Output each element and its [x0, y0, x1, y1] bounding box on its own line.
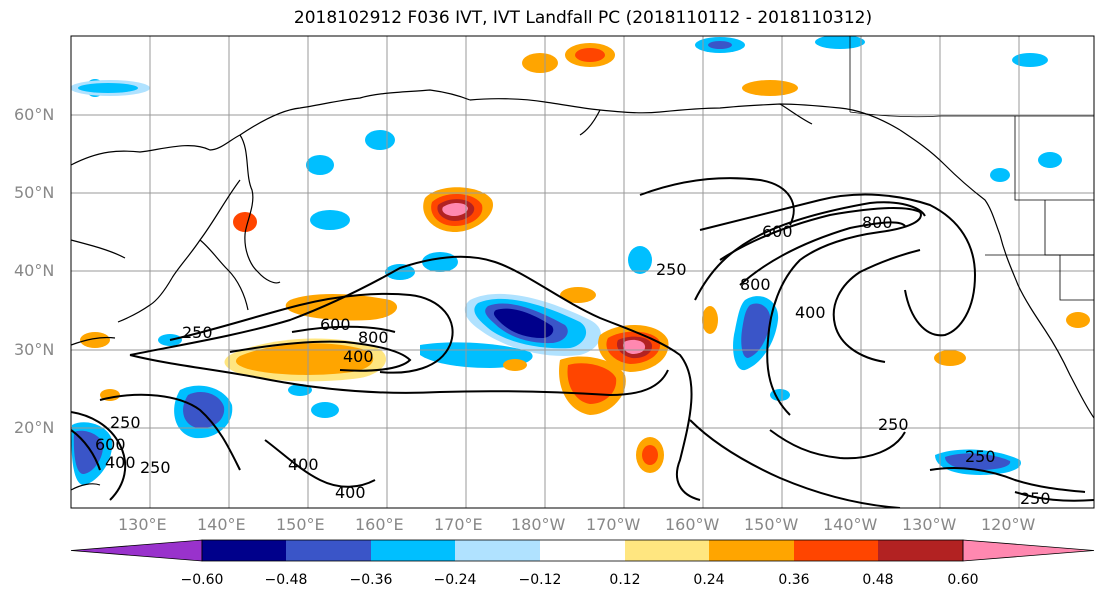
- lat-label-20: 20°N: [14, 418, 55, 437]
- ivt-contours: [71, 177, 1094, 508]
- colorbar-tick-label: 0.60: [947, 572, 979, 588]
- graticule: [71, 36, 1094, 508]
- colorbar-segment-5: [540, 540, 625, 561]
- contour-label-600-c: 600: [95, 435, 126, 454]
- contour-label-400-b: 400: [795, 303, 826, 322]
- lon-label-120w: 120°W: [981, 515, 1036, 534]
- colorbar-tick-label: −0.36: [349, 572, 393, 588]
- map-title: 2018102912 F036 IVT, IVT Landfall PC (20…: [293, 8, 873, 28]
- colorbar-segment-0: [70, 539, 203, 562]
- lon-label-150e: 150°E: [276, 515, 325, 534]
- colorbar-segment-1: [202, 540, 286, 561]
- colorbar-tick-label: 0.48: [862, 572, 894, 588]
- contour-labels: 250 600 800 400 250 800 600 800 400 250 …: [95, 213, 1051, 508]
- contour-label-250: 250: [182, 323, 213, 342]
- lon-label-180w: 180°W: [511, 515, 566, 534]
- contour-label-400: 400: [343, 347, 374, 366]
- lon-label-170e: 170°E: [434, 515, 483, 534]
- lon-label-130e: 130°E: [118, 515, 167, 534]
- contour-label-800-c: 800: [740, 275, 771, 294]
- contour-label-250-d: 250: [110, 413, 141, 432]
- lat-label-40: 40°N: [14, 261, 55, 280]
- lon-label-140e: 140°E: [197, 515, 246, 534]
- contour-label-250-b: 250: [656, 260, 687, 279]
- colorbar-segment-2: [286, 540, 371, 561]
- coastlines: [71, 89, 1094, 491]
- contour-label-250-f: 250: [965, 447, 996, 466]
- contour-label-800: 800: [358, 328, 389, 347]
- lon-label-130w: 130°W: [902, 515, 957, 534]
- contour-label-600-b: 600: [762, 222, 793, 241]
- colorbar-segment-7: [709, 540, 794, 561]
- colorbar-segment-4: [455, 540, 540, 561]
- contour-label-800-b: 800: [862, 213, 893, 232]
- colorbar-segment-6: [625, 540, 709, 561]
- lon-label-160e: 160°E: [355, 515, 404, 534]
- contour-label-600: 600: [320, 315, 351, 334]
- colorbar-segment-8: [794, 540, 878, 561]
- colorbar-tick-label: 0.24: [693, 572, 725, 588]
- contour-label-250-c: 250: [878, 415, 909, 434]
- colorbar-segment-9: [878, 540, 963, 561]
- contour-label-250-e: 250: [140, 458, 171, 477]
- colorbar-tick-label: 0.12: [609, 572, 641, 588]
- colorbar-tick-label: 0.36: [778, 572, 810, 588]
- lat-label-30: 30°N: [14, 340, 55, 359]
- colorbar-tick-label: −0.60: [180, 572, 224, 588]
- colorbar-tick-label: −0.48: [264, 572, 308, 588]
- borders: [849, 36, 1094, 301]
- contour-label-400-c: 400: [105, 453, 136, 472]
- lon-label-170w: 170°W: [586, 515, 641, 534]
- contour-label-250-g: 250: [1020, 489, 1051, 508]
- lat-label-60: 60°N: [14, 105, 55, 124]
- lon-label-140w: 140°W: [823, 515, 878, 534]
- colorbar-segment-10: [962, 539, 1095, 562]
- lon-label-160w: 160°W: [665, 515, 720, 534]
- lat-label-50: 50°N: [14, 183, 55, 202]
- colorbar-segment-3: [371, 540, 455, 561]
- contour-label-400-e: 400: [335, 483, 366, 502]
- lon-label-150w: 150°W: [744, 515, 799, 534]
- colorbar-tick-label: −0.12: [518, 572, 562, 588]
- colorbar-tick-label: −0.24: [433, 572, 477, 588]
- contour-label-400-d: 400: [288, 455, 319, 474]
